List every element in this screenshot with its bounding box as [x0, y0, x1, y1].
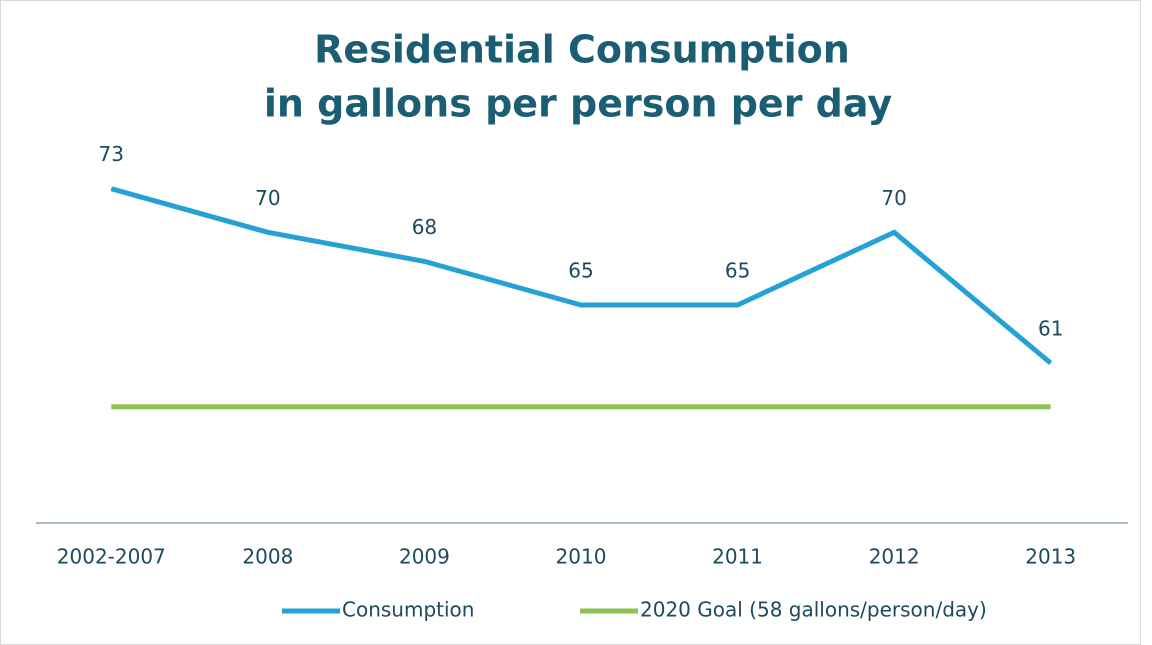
chart-title: Residential Consumption — [314, 28, 850, 72]
x-tick-label: 2010 — [556, 545, 607, 569]
x-tick-label: 2011 — [712, 545, 763, 569]
legend-label: 2020 Goal (58 gallons/person/day) — [640, 598, 987, 622]
line-series — [110, 186, 1053, 366]
x-tick-label: 2002-2007 — [57, 545, 166, 569]
data-label: 70 — [255, 186, 280, 210]
data-label: 65 — [568, 259, 593, 283]
x-tick-label: 2012 — [869, 545, 920, 569]
data-label: 61 — [1038, 317, 1063, 341]
legend-label: Consumption — [342, 598, 474, 622]
data-label: 65 — [725, 259, 750, 283]
data-label: 73 — [99, 142, 124, 166]
data-label: 70 — [881, 186, 906, 210]
chart-title: in gallons per person per day — [264, 82, 892, 126]
x-tick-label: 2009 — [399, 545, 450, 569]
data-label: 68 — [412, 215, 437, 239]
x-tick-label: 2013 — [1025, 545, 1076, 569]
x-tick-label: 2008 — [242, 545, 293, 569]
